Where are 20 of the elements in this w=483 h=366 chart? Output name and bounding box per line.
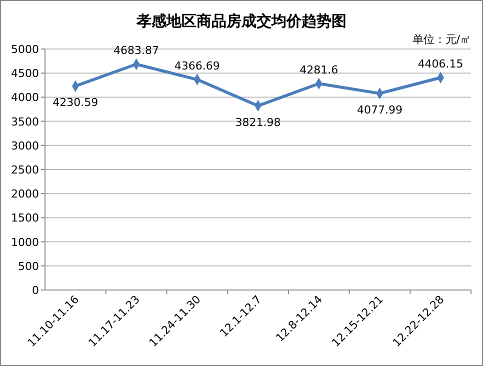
y-tick-label: 2000 (11, 188, 39, 201)
data-label: 4683.87 (114, 44, 160, 58)
y-tick-label: 4000 (11, 91, 39, 104)
y-tick-label: 5000 (11, 43, 39, 56)
chart-title: 孝感地区商品房成交均价趋势图 (136, 12, 346, 30)
data-label: 4366.69 (174, 60, 220, 73)
y-tick-label: 1500 (11, 212, 39, 225)
y-tick-label: 1000 (11, 236, 39, 249)
data-label: 4077.99 (356, 103, 402, 116)
y-tick-label: 500 (18, 260, 39, 273)
text: 单位：元/㎡ (412, 33, 471, 46)
data-label: 4230.59 (52, 96, 98, 110)
y-tick-label: 0 (32, 284, 39, 297)
y-tick-label: 4500 (11, 67, 39, 80)
data-label: 4281.6 (300, 64, 338, 77)
data-label: 4406.15 (418, 58, 464, 71)
data-label: 3821.98 (235, 116, 281, 129)
y-tick-label: 3000 (11, 139, 39, 152)
y-tick-label: 2500 (11, 164, 39, 176)
y-tick-label: 3500 (11, 115, 39, 128)
